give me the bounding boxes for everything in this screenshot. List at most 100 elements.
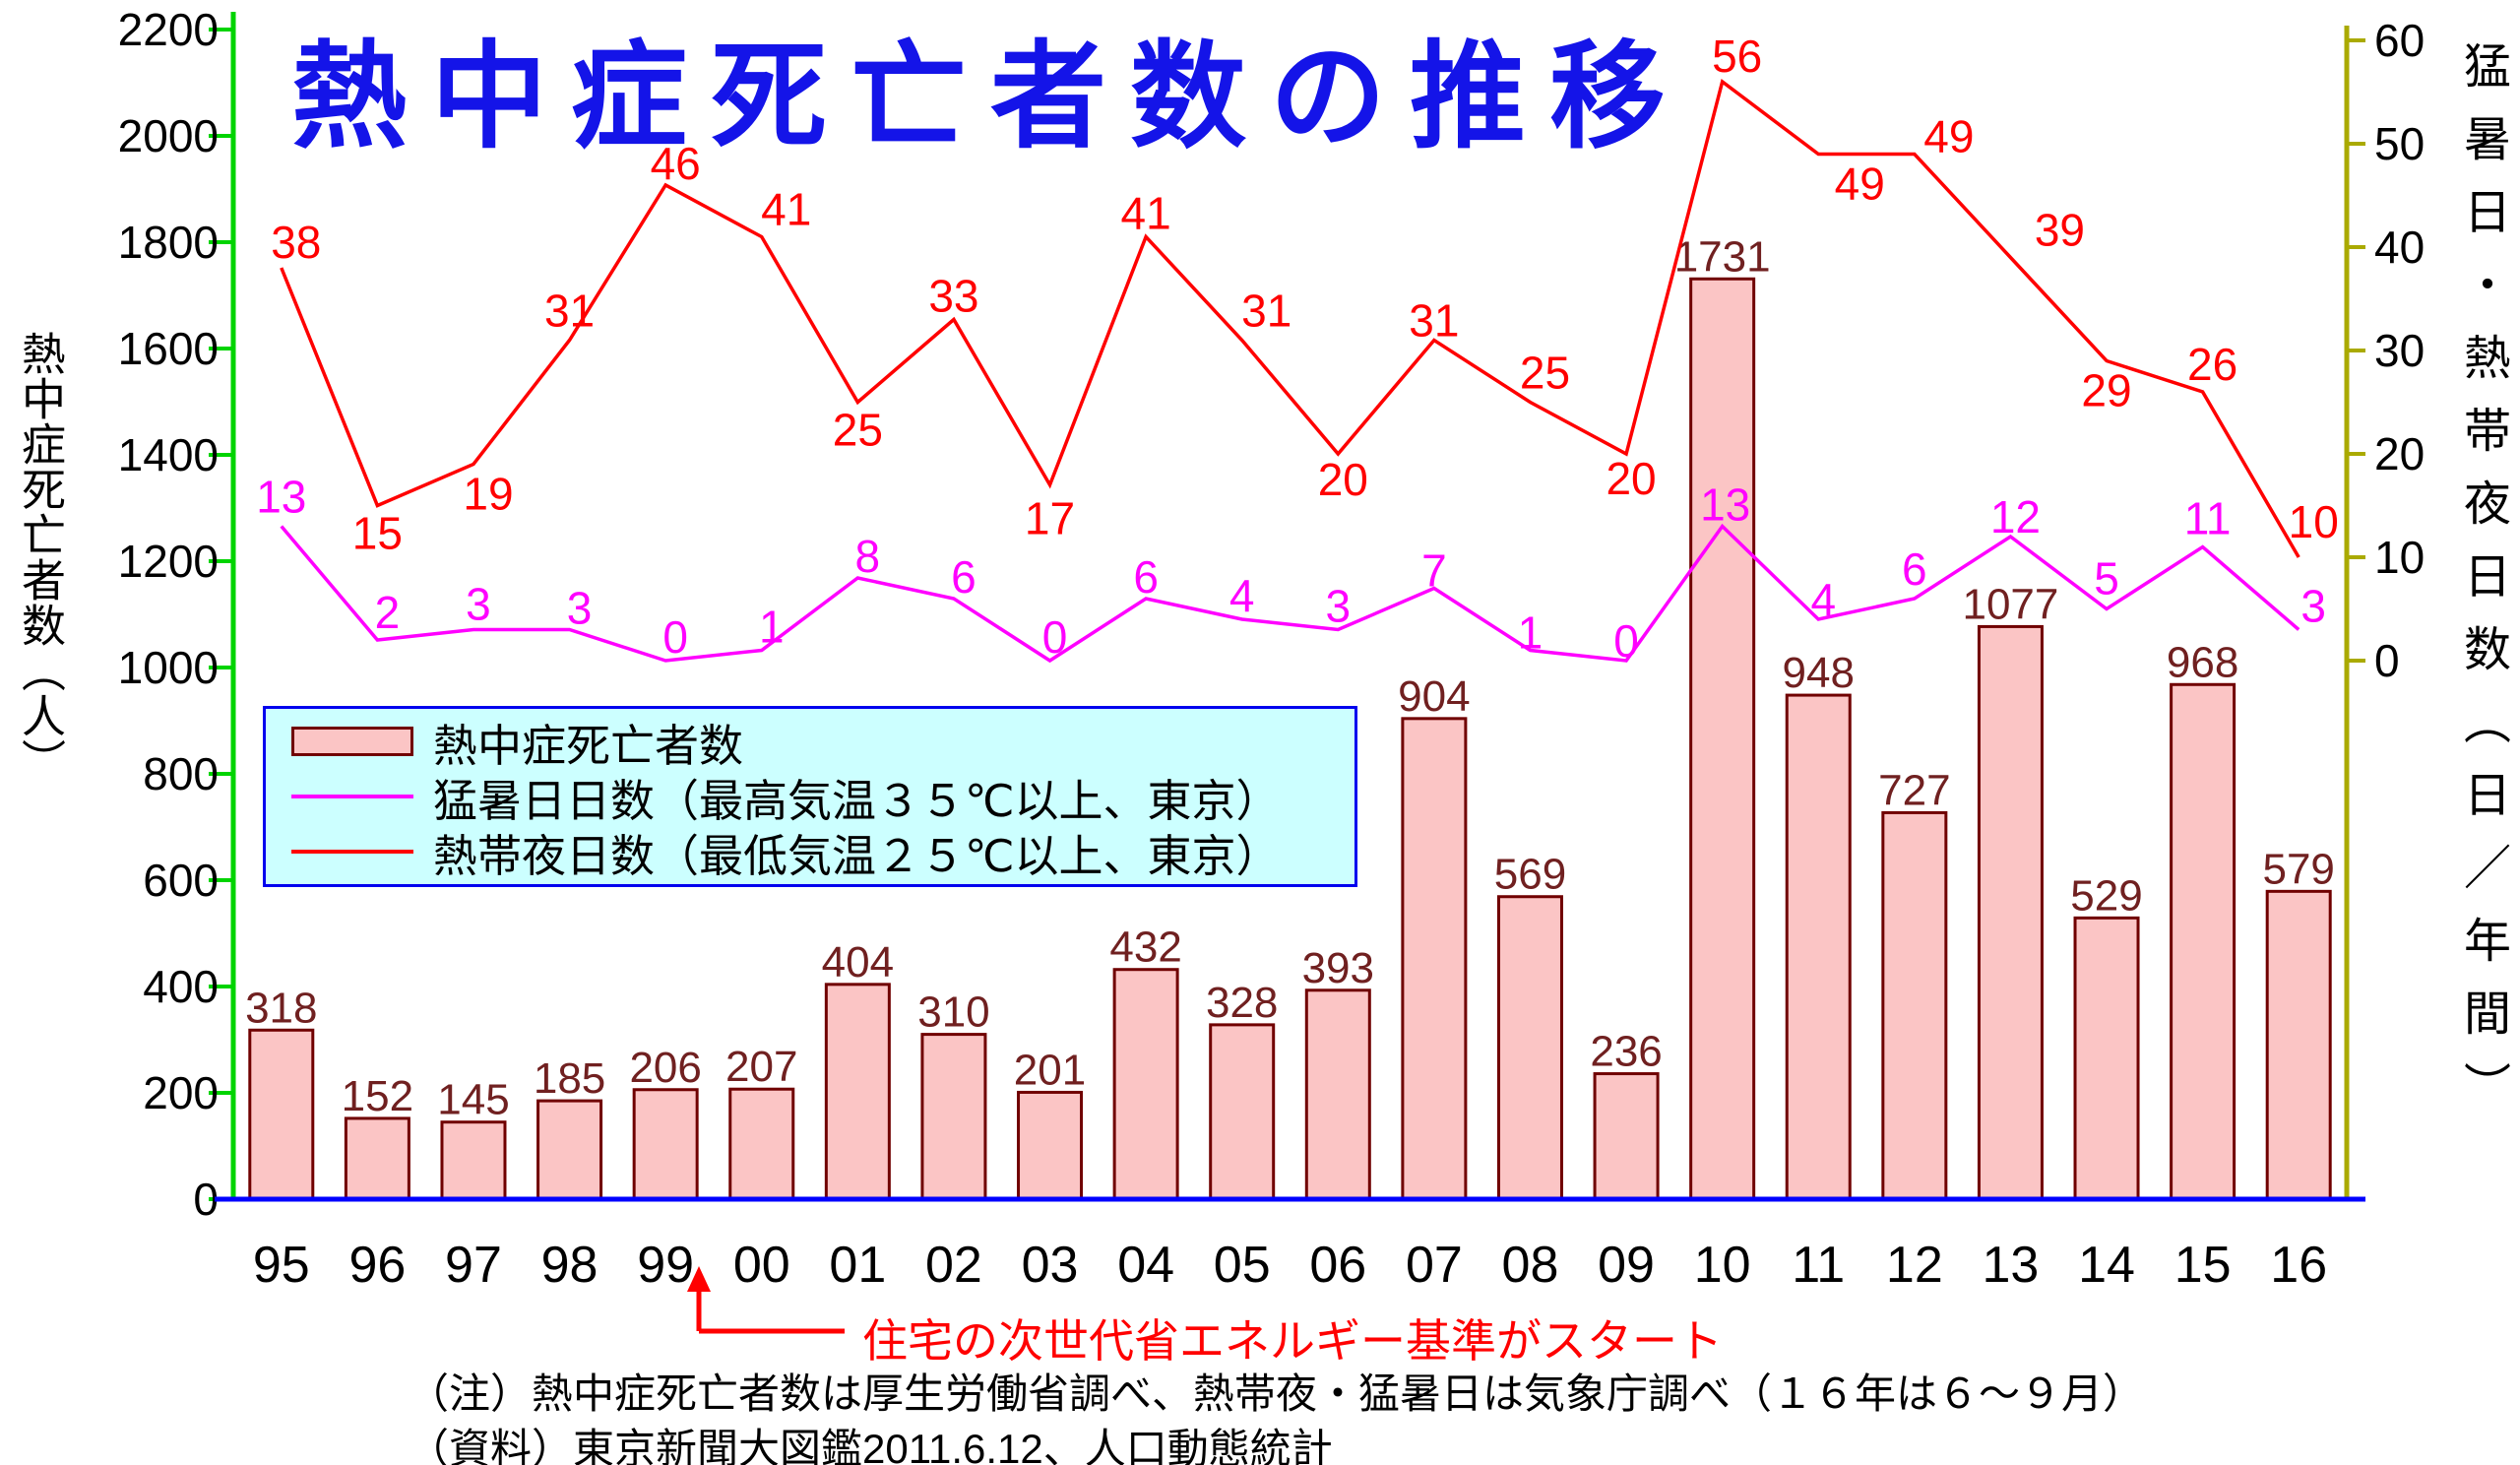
x-axis-year-label: 07: [1406, 1237, 1463, 1294]
bar-value-label: 145: [437, 1076, 509, 1124]
nettaiya-point-label: 49: [1835, 159, 1885, 210]
bar-value-label: 948: [1783, 649, 1855, 697]
moushobi-point-label: 1: [759, 602, 785, 653]
moushobi-point-label: 6: [1902, 543, 1927, 595]
moushobi-point-label: 6: [1133, 551, 1159, 603]
bar: [728, 1087, 795, 1201]
x-axis-year-label: 03: [1022, 1237, 1079, 1294]
bar-value-label: 432: [1109, 924, 1181, 972]
bar-value-label: 310: [917, 988, 989, 1037]
bar: [1881, 810, 1948, 1201]
moushobi-point-label: 13: [1700, 479, 1750, 531]
bar: [1304, 988, 1371, 1201]
bar: [1209, 1023, 1276, 1201]
nettaiya-point-label: 31: [1241, 286, 1292, 337]
nettaiya-point-label: 20: [1318, 454, 1368, 505]
moushobi-point-label: 3: [466, 579, 491, 630]
annotation-arrow-icon: [687, 1266, 845, 1334]
note-source-line-1: （注）熱中症死亡者数は厚生労働省調べ、熱帯夜・猛暑日は気象庁調べ（１６年は６～９…: [408, 1370, 2145, 1417]
nettaiya-point-label: 49: [1923, 111, 1974, 162]
legend-row-deaths: 熱中症死亡者数: [291, 714, 1354, 771]
x-axis-year-label: 99: [637, 1237, 694, 1294]
nettaiya-point-label: 25: [833, 405, 883, 456]
bar-value-label: 152: [342, 1072, 413, 1120]
bar: [1401, 717, 1468, 1201]
bar-value-label: 185: [534, 1054, 605, 1103]
red-line-swatch-icon: [291, 850, 413, 854]
left-axis-title: 熱中症死亡者数（人）: [15, 331, 65, 784]
left-axis-tick-label: 2200: [118, 4, 219, 55]
left-axis-tick-label: 0: [193, 1174, 219, 1225]
x-axis-year-label: 14: [2078, 1237, 2135, 1294]
bar: [2073, 916, 2140, 1201]
moushobi-point-label: 5: [2094, 553, 2119, 605]
bar-value-label: 529: [2070, 871, 2142, 920]
bar: [632, 1088, 699, 1201]
x-axis-year-label: 06: [1309, 1237, 1366, 1294]
moushobi-point-label: 12: [1990, 491, 2041, 542]
moushobi-point-label: 3: [2300, 581, 2326, 632]
left-axis-tick-label: 800: [143, 748, 219, 799]
x-axis-year-label: 97: [445, 1237, 502, 1294]
bar-value-label: 569: [1494, 851, 1566, 899]
moushobi-point-label: 2: [375, 587, 401, 638]
nettaiya-point-label: 17: [1025, 493, 1075, 544]
x-axis-year-label: 08: [1502, 1237, 1559, 1294]
left-axis-tick-label: 200: [143, 1067, 219, 1118]
nettaiya-point-label: 19: [463, 469, 513, 520]
bar: [536, 1099, 603, 1201]
moushobi-point-label: 0: [1042, 611, 1068, 663]
x-axis-year-label: 01: [829, 1237, 886, 1294]
page-title: 熱中症死亡者数の推移: [291, 32, 1690, 162]
bar: [1593, 1072, 1660, 1201]
legend: 熱中症死亡者数 猛暑日日数（最高気温３５℃以上、東京） 熱帯夜日数（最低気温２５…: [263, 706, 1357, 887]
left-axis-tick-label: 1800: [118, 217, 219, 268]
annotation-text: 住宅の次世代省エネルギー基準がスタート: [862, 1315, 1723, 1367]
x-axis-year-label: 96: [348, 1237, 406, 1294]
bar: [344, 1116, 410, 1201]
magenta-line-swatch-icon: [291, 795, 413, 798]
nettaiya-point-label: 25: [1520, 348, 1570, 399]
x-axis-year-label: 09: [1598, 1237, 1655, 1294]
bar: [248, 1028, 315, 1201]
right-axis-tick-label: 20: [2374, 428, 2425, 479]
note-source-line-2: （資料）東京新聞大図鑑2011.6.12、人口動態統計: [408, 1426, 1333, 1465]
nettaiya-point-label: 29: [2081, 365, 2131, 416]
bar: [1112, 968, 1179, 1201]
bar-value-label: 579: [2262, 845, 2334, 893]
moushobi-point-label: 7: [1421, 545, 1447, 597]
nettaiya-point-label: 39: [2035, 205, 2085, 256]
moushobi-point-label: 8: [855, 531, 881, 582]
bar-value-label: 236: [1590, 1028, 1662, 1076]
bar-value-label: 904: [1398, 672, 1470, 721]
bar-value-label: 328: [1206, 979, 1278, 1027]
nettaiya-point-label: 41: [1121, 188, 1171, 239]
x-axis-year-label: 05: [1214, 1237, 1271, 1294]
nettaiya-point-label: 31: [544, 286, 595, 337]
bar-value-label: 393: [1302, 944, 1374, 992]
moushobi-line: [280, 523, 2300, 664]
bar: [1689, 277, 1756, 1201]
bar: [440, 1120, 507, 1201]
legend-label-nettaiya: 熱帯夜日数（最低気温２５℃以上、東京）: [433, 830, 1281, 881]
nettaiya-point-label: 46: [651, 138, 701, 189]
x-axis-year-label: 02: [925, 1237, 982, 1294]
moushobi-point-label: 3: [1325, 581, 1351, 632]
moushobi-point-label: 11: [2184, 493, 2232, 544]
bar-value-label: 1077: [1962, 580, 2058, 628]
moushobi-point-label: 0: [662, 611, 688, 663]
bar: [1977, 624, 2044, 1201]
moushobi-point-label: 3: [567, 583, 593, 634]
left-axis-tick-label: 1000: [118, 642, 219, 693]
x-axis-year-label: 13: [1983, 1237, 2040, 1294]
legend-label-moushobi: 猛暑日日数（最高気温３５℃以上、東京）: [433, 775, 1281, 826]
nettaiya-line: [280, 79, 2300, 558]
bar-value-label: 201: [1014, 1046, 1086, 1094]
right-axis-tick-label: 50: [2374, 118, 2425, 169]
x-axis-year-label: 95: [253, 1237, 310, 1294]
moushobi-point-label: 13: [256, 472, 306, 523]
bar-value-label: 968: [2167, 638, 2238, 686]
legend-row-nettaiya: 熱帯夜日数（最低気温２５℃以上、東京）: [291, 824, 1354, 881]
